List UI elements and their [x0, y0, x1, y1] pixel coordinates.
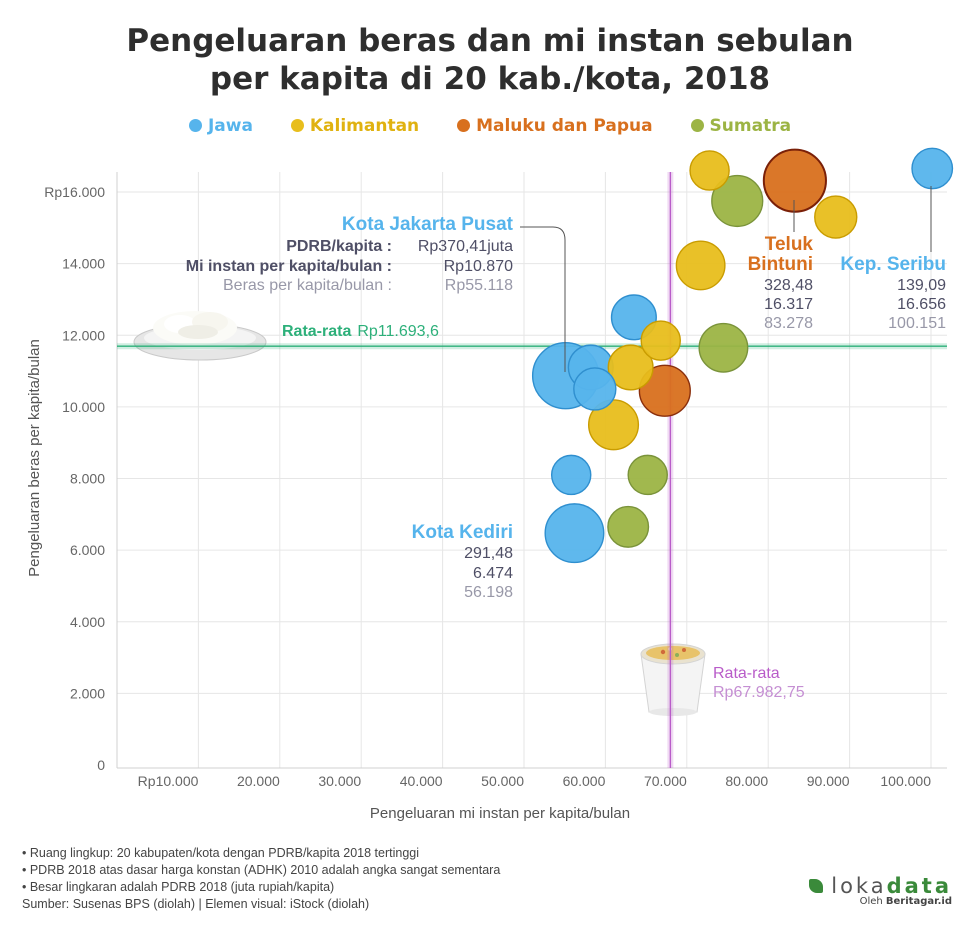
y-axis-title: Pengeluaran beras per kapita/bulan [26, 339, 43, 577]
annotation-kediri-v3: 56.198 [464, 584, 513, 601]
data-point [627, 454, 668, 496]
data-point [675, 240, 726, 291]
byline-prefix: Oleh [859, 896, 886, 907]
legend-label: Sumatra [709, 116, 792, 136]
footnote-2: • PDRB 2018 atas dasar harga konstan (AD… [22, 863, 501, 877]
x-tick-label: 70.000 [644, 773, 687, 789]
annotation-teluk-v3: 83.278 [764, 315, 813, 332]
annotation-seribu-name: Kep. Seribu [840, 254, 946, 275]
legend-item-kalimantan: Kalimantan [290, 116, 420, 136]
data-point [607, 344, 654, 391]
data-point [698, 322, 749, 373]
annotation-jakpus-name: Kota Jakarta Pusat [342, 214, 514, 235]
x-tick-labels: Rp10.000 20.000 30.000 40.000 50.000 60.000 70… [138, 773, 932, 789]
x-tick-label: 50.000 [481, 773, 524, 789]
x-tick-label: 60.000 [563, 773, 606, 789]
data-point [689, 150, 730, 191]
x-tick-label: 40.000 [400, 773, 443, 789]
noodle-cup-image [640, 643, 706, 716]
brand-logo: lokadata Oleh Beritagar.id [809, 874, 952, 907]
legend: Jawa Kalimantan Maluku dan Papua Sumatra [0, 116, 980, 136]
legend-dot [188, 119, 202, 132]
avg-x-label: Rata-rata [713, 665, 780, 682]
footnote-3: • Besar lingkaran adalah PDRB 2018 (juta… [22, 880, 335, 894]
chart-title: Pengeluaran beras dan mi instan sebulan … [0, 22, 980, 98]
annotation-kediri-v2: 6.474 [473, 565, 513, 582]
legend-label: Kalimantan [309, 116, 420, 136]
annotation-jakpus-val-1: Rp370,41juta [418, 238, 513, 255]
leader-jakpus [520, 226, 566, 372]
data-point [762, 148, 827, 213]
data-points [531, 147, 954, 564]
y-tick-label: 12.000 [62, 327, 105, 343]
logo-light: loka [831, 874, 887, 898]
y-tick-labels: 0 2.000 4.000 6.000 8.000 10.000 12.000 14.000 R… [44, 184, 105, 773]
x-axis-title: Pengeluaran mi instan per kapita/bulan [370, 805, 630, 822]
legend-item-sumatra: Sumatra [690, 116, 792, 136]
brand-byline: Oleh Beritagar.id [809, 896, 952, 907]
title-line-1: Pengeluaran beras dan mi instan sebulan [126, 23, 854, 59]
x-tick-label: 30.000 [318, 773, 361, 789]
y-tick-label: 0 [97, 757, 105, 773]
source-note: Sumber: Susenas BPS (diolah) | Elemen vi… [22, 897, 370, 911]
lokadata-logo: lokadata [809, 874, 952, 898]
logo-bold: data [886, 874, 952, 898]
footnotes: • Ruang lingkup: 20 kabupaten/kota denga… [22, 845, 500, 913]
x-tick-label: 80.000 [725, 773, 768, 789]
x-tick-label: 90.000 [807, 773, 850, 789]
axis-lines [116, 172, 947, 769]
legend-item-jawa: Jawa [188, 116, 253, 136]
annotation-jakpus-key-2: Mi instan per kapita/bulan : [186, 258, 392, 275]
data-point [640, 320, 682, 361]
legend-label: Jawa [207, 116, 253, 136]
y-tick-label: 4.000 [70, 614, 105, 630]
annotation-seribu-v2: 16.656 [897, 296, 946, 313]
annotation-seribu-v1: 139,09 [897, 277, 946, 294]
avg-x-value: Rp67.982,75 [713, 684, 805, 701]
y-tick-label: 14.000 [62, 256, 105, 272]
y-tick-label: Rp16.000 [44, 184, 105, 200]
x-tick-label: 20.000 [237, 773, 280, 789]
annotation-teluk-name-1: Teluk [765, 234, 814, 255]
y-tick-label: 6.000 [70, 542, 105, 558]
byline-name: Beritagar.id [885, 896, 952, 907]
data-point [814, 195, 858, 239]
annotation-kediri-v1: 291,48 [464, 545, 513, 562]
rice-plate-image [133, 311, 267, 361]
annotation-teluk-v1: 328,48 [764, 277, 813, 294]
annotation-seribu-v3: 100.151 [888, 315, 946, 332]
average-lines [117, 172, 947, 768]
annotation-jakpus-key-1: PDRB/kapita : [286, 238, 392, 255]
annotation-jakpus-val-2: Rp10.870 [444, 258, 513, 275]
x-tick-label: 100.000 [880, 773, 931, 789]
annotation-teluk-name-2: Bintuni [748, 254, 813, 275]
avg-y-label: Rata-rata Rp11.693,6 [282, 323, 439, 340]
x-tick-label: Rp10.000 [138, 773, 199, 789]
legend-item-maluku-papua: Maluku dan Papua [457, 116, 653, 136]
annotation-jakpus-val-3: Rp55.118 [445, 277, 513, 294]
annotation-teluk-v2: 16.317 [764, 296, 813, 313]
leader-lines [520, 186, 932, 372]
data-point [711, 174, 764, 228]
y-tick-label: 8.000 [70, 471, 105, 487]
data-point [550, 454, 592, 496]
leaf-icon [809, 879, 824, 893]
legend-dot [457, 119, 471, 132]
data-point [607, 505, 650, 548]
footnote-1: • Ruang lingkup: 20 kabupaten/kota denga… [22, 846, 420, 860]
annotation-jakpus-key-3: Beras per kapita/bulan : [223, 277, 392, 294]
data-point [638, 364, 691, 417]
y-tick-label: 10.000 [62, 399, 105, 415]
y-tick-label: 2.000 [70, 685, 105, 701]
legend-dot [290, 119, 304, 132]
annotation-kediri-name: Kota Kediri [412, 522, 513, 543]
data-point [911, 147, 954, 190]
data-point [573, 367, 617, 411]
data-point [544, 503, 605, 564]
legend-label: Maluku dan Papua [476, 116, 653, 136]
title-line-2: per kapita di 20 kab./kota, 2018 [209, 61, 771, 97]
legend-dot [690, 119, 704, 132]
